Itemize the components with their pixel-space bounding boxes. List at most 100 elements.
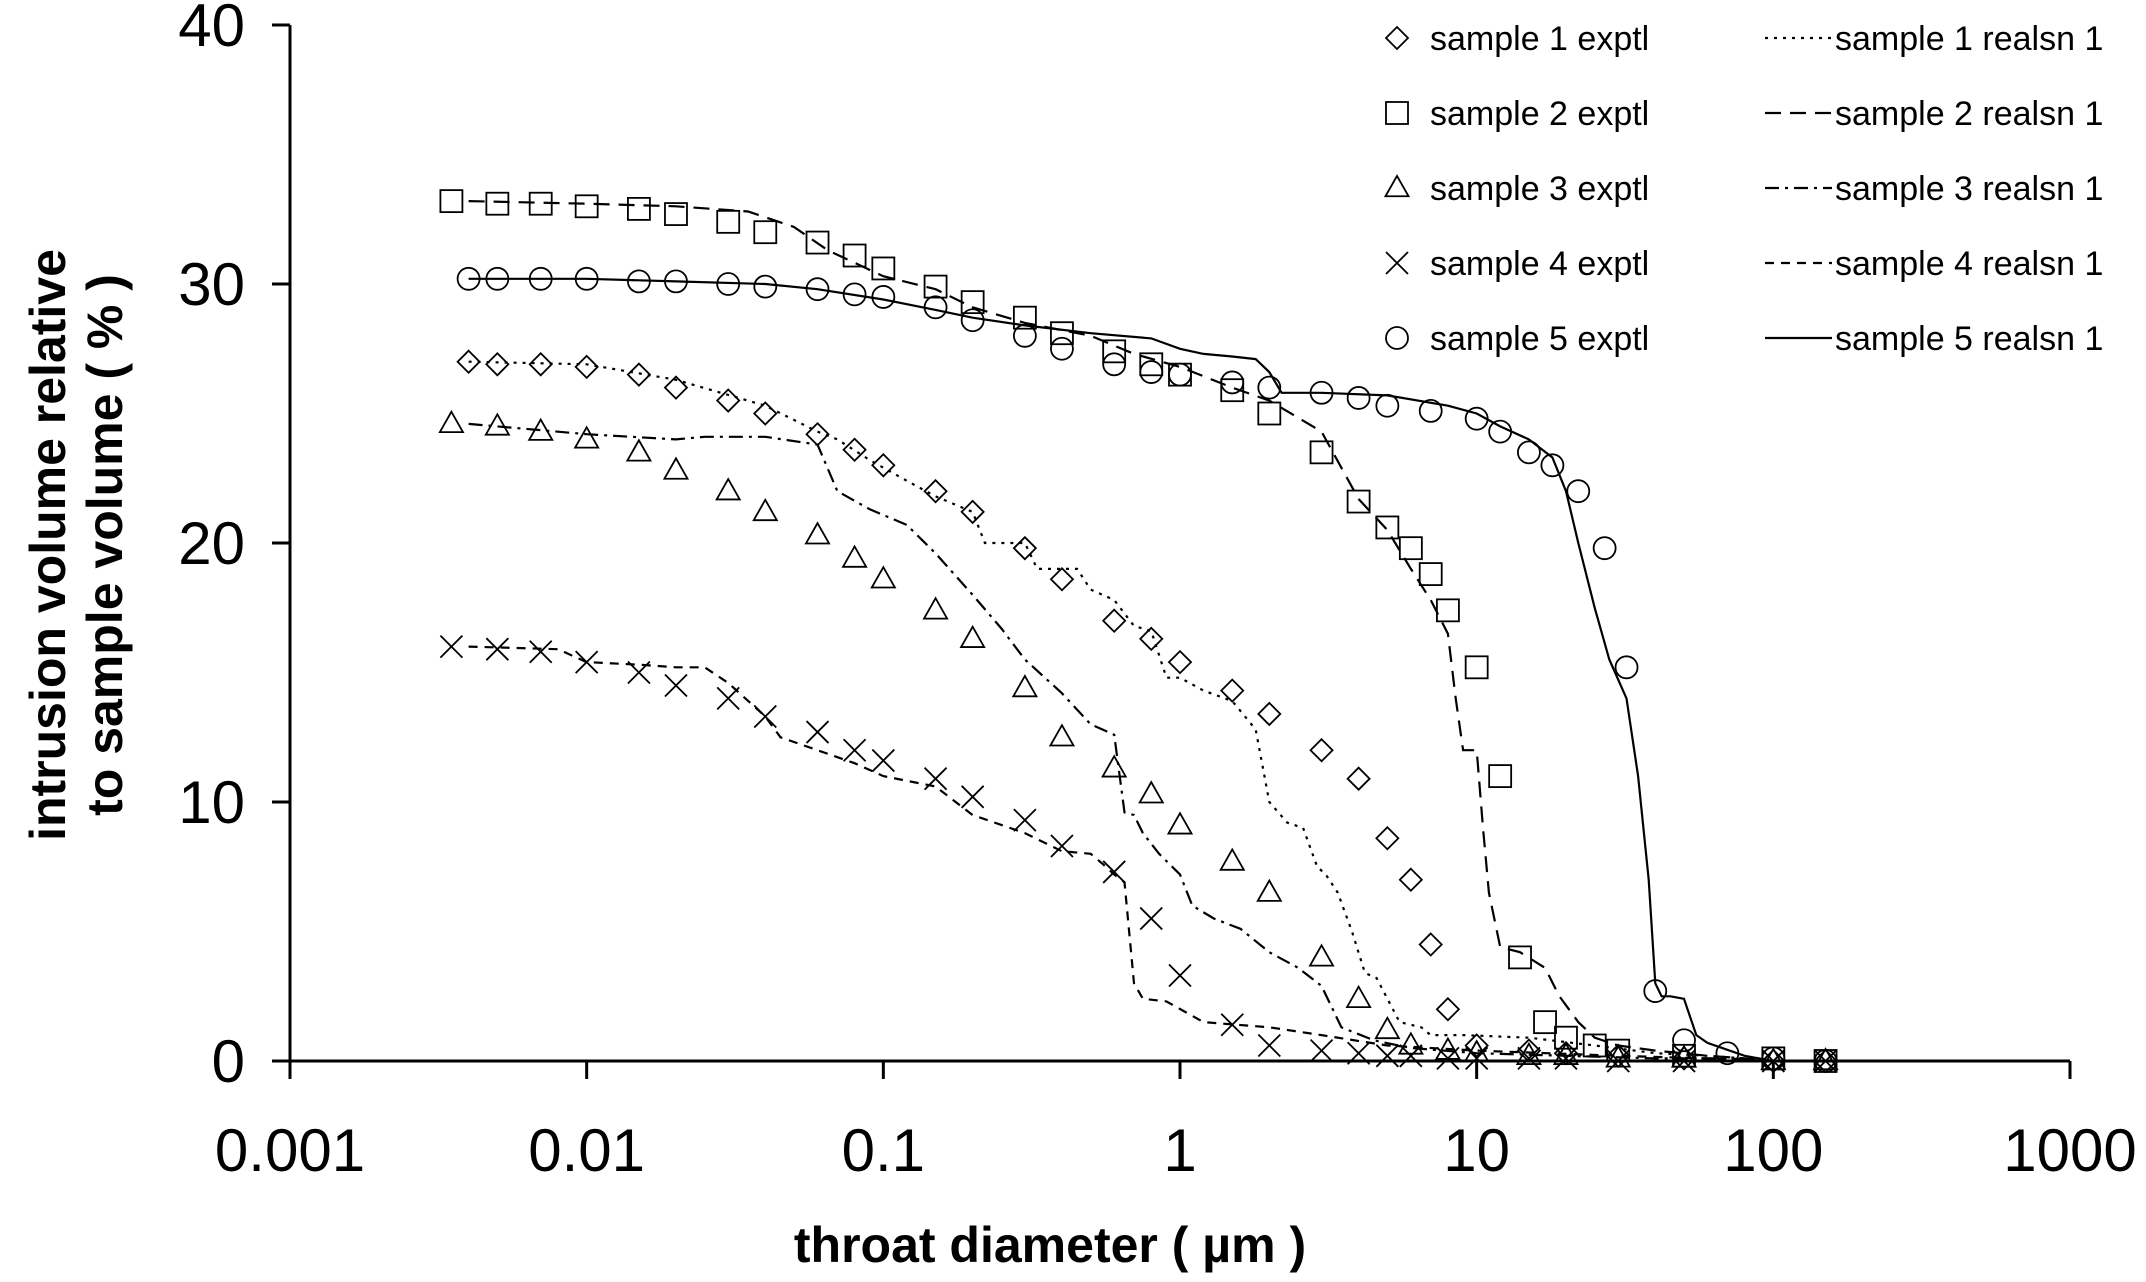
data-point-sample-3-exptl xyxy=(1101,754,1128,778)
data-point-sample-4-exptl xyxy=(871,748,895,773)
legend-label: sample 5 exptl xyxy=(1430,320,1649,358)
data-point-sample-5-exptl xyxy=(1672,1028,1696,1053)
data-point-sample-4-exptl xyxy=(1606,1049,1630,1073)
data-point-sample-4-exptl xyxy=(1102,860,1126,884)
data-point-sample-1-exptl xyxy=(663,375,689,400)
data-point-sample-1-exptl xyxy=(1464,1033,1489,1058)
data-point-sample-5-exptl xyxy=(960,308,985,333)
data-point-sample-4-exptl xyxy=(1436,1046,1460,1071)
data-point-sample-5-exptl xyxy=(1517,440,1541,465)
data-point-sample-3-exptl xyxy=(527,417,554,441)
data-point-sample-3-exptl xyxy=(1219,847,1246,871)
data-point-sample-3-exptl xyxy=(1463,1039,1490,1063)
y-tick-label: 40 xyxy=(178,0,245,59)
data-point-sample-4-exptl xyxy=(1672,1049,1696,1073)
data-point-sample-4-exptl xyxy=(1257,1033,1281,1058)
data-point-sample-2-exptl xyxy=(1418,562,1443,586)
data-point-sample-2-exptl xyxy=(923,274,948,299)
data-point-sample-5-exptl xyxy=(1540,453,1565,478)
data-point-sample-5-exptl xyxy=(664,269,688,294)
data-point-sample-5-exptl xyxy=(1464,406,1489,431)
data-point-sample-1-exptl xyxy=(805,421,830,447)
data-point-sample-4-exptl xyxy=(485,637,509,661)
data-point-sample-5-exptl xyxy=(1309,380,1334,405)
data-point-sample-4-exptl xyxy=(627,660,651,685)
data-point-sample-3-exptl xyxy=(922,596,949,620)
data-point-sample-1-exptl xyxy=(1761,1048,1786,1074)
data-point-sample-5-exptl xyxy=(1418,399,1443,423)
data-point-sample-1-exptl xyxy=(1049,566,1075,592)
data-point-sample-2-exptl xyxy=(1220,378,1245,403)
data-point-sample-2-exptl xyxy=(1309,440,1334,465)
data-point-sample-3-exptl xyxy=(438,409,465,434)
data-point-sample-4-exptl xyxy=(842,738,867,762)
y-axis-title-line-2: to sample volume ( % ) xyxy=(77,274,133,816)
data-point-sample-5-exptl xyxy=(871,285,896,309)
data-point-sample-1-exptl xyxy=(626,362,652,387)
x-tick-label: 100 xyxy=(1723,1117,1823,1184)
data-point-sample-4-exptl xyxy=(1761,1049,1785,1073)
data-point-sample-2-exptl xyxy=(1488,764,1513,788)
data-point-sample-5-exptl xyxy=(1168,362,1192,387)
legend-label: sample 5 realsn 1 xyxy=(1835,320,2103,358)
data-point-sample-2-exptl xyxy=(627,196,651,221)
data-point-sample-4-exptl xyxy=(1399,1044,1423,1068)
data-point-sample-2-exptl xyxy=(1346,489,1371,514)
data-point-sample-2-exptl xyxy=(1533,1010,1557,1035)
data-point-sample-2-exptl xyxy=(574,194,599,219)
data-point-sample-4-exptl xyxy=(1346,1041,1371,1065)
data-point-sample-5-exptl xyxy=(1813,1049,1838,1073)
data-point-sample-5-exptl xyxy=(456,266,481,291)
data-point-sample-4-exptl xyxy=(716,686,740,711)
data-point-sample-1-exptl xyxy=(528,352,553,377)
data-point-sample-2-exptl xyxy=(1375,515,1400,540)
data-point-sample-4-exptl xyxy=(805,720,830,744)
data-point-sample-2-exptl xyxy=(1398,536,1423,561)
data-point-sample-3-exptl xyxy=(1345,984,1372,1008)
legend-label: sample 2 exptl xyxy=(1430,95,1649,133)
data-point-sample-3-exptl xyxy=(804,521,831,545)
y-tick-label: 30 xyxy=(178,251,245,318)
data-point-sample-2-exptl xyxy=(1508,945,1532,970)
data-point-sample-2-exptl xyxy=(1464,655,1489,680)
series-line-sample-5-realsn-1 xyxy=(468,277,1774,1063)
data-point-sample-5-exptl xyxy=(1592,536,1617,561)
legend-marker-square xyxy=(1385,101,1409,125)
data-point-sample-5-exptl xyxy=(1139,360,1164,384)
data-point-sample-1-exptl xyxy=(1516,1038,1542,1063)
data-point-sample-3-exptl xyxy=(841,544,868,568)
data-point-sample-1-exptl xyxy=(753,401,778,426)
x-tick-label: 1000 xyxy=(2003,1117,2136,1184)
legend-label: sample 3 exptl xyxy=(1430,170,1649,208)
data-point-sample-3-exptl xyxy=(1374,1015,1401,1040)
data-point-sample-1-exptl xyxy=(1167,649,1193,675)
data-point-sample-5-exptl xyxy=(842,282,867,307)
data-point-sample-2-exptl xyxy=(805,230,830,255)
series-line-sample-3-realsn-1 xyxy=(468,422,1774,1063)
series-line-sample-1-realsn-1 xyxy=(468,360,1774,1063)
data-point-sample-1-exptl xyxy=(871,453,896,478)
data-point-sample-5-exptl xyxy=(1375,393,1400,418)
data-point-sample-5-exptl xyxy=(923,295,948,320)
data-point-sample-4-exptl xyxy=(923,767,948,791)
data-point-sample-3-exptl xyxy=(959,624,986,648)
legend-marker-cross xyxy=(1385,251,1409,275)
data-point-sample-1-exptl xyxy=(715,388,741,413)
data-point-sample-3-exptl xyxy=(1011,674,1038,698)
data-point-sample-5-exptl xyxy=(1643,979,1668,1003)
data-point-sample-1-exptl xyxy=(456,349,481,374)
data-point-sample-2-exptl xyxy=(1050,321,1074,346)
y-tick-label: 20 xyxy=(178,510,245,577)
y-axis-title-line-1: intrusion volume relative xyxy=(20,249,76,841)
data-point-sample-3-exptl xyxy=(662,456,690,480)
data-point-sample-5-exptl xyxy=(1614,655,1639,680)
data-point-sample-3-exptl xyxy=(625,438,653,462)
data-point-sample-3-exptl xyxy=(1812,1047,1839,1071)
data-point-sample-3-exptl xyxy=(1048,723,1076,747)
data-point-sample-4-exptl xyxy=(439,634,464,659)
data-point-sample-2-exptl xyxy=(528,191,553,216)
data-point-sample-3-exptl xyxy=(1166,811,1194,835)
legend-marker-diamond xyxy=(1384,25,1410,51)
data-point-sample-2-exptl xyxy=(1554,1025,1578,1050)
